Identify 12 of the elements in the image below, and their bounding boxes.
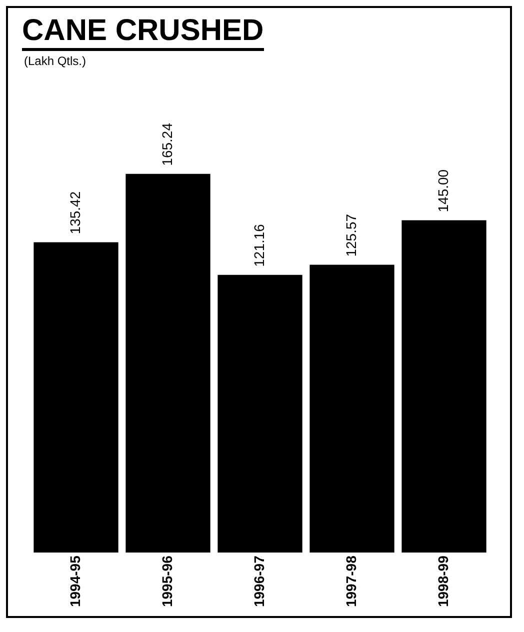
x-tick-label: 1997-98 [342,555,359,608]
x-tick-label: 1998-99 [434,555,451,608]
x-tick-label: 1995-96 [158,555,175,608]
data-label: 125.57 [342,214,359,257]
x-tick-label: 1994-95 [66,555,83,608]
data-label: 145.00 [434,169,451,212]
x-tick-label: 1996-97 [250,555,267,608]
data-label: 121.16 [250,224,267,267]
data-label: 135.42 [66,191,83,234]
chart-title: CANE CRUSHED [22,14,264,51]
chart-subtitle: (Lakh Qtls.) [24,54,86,68]
data-label: 165.24 [158,122,175,166]
